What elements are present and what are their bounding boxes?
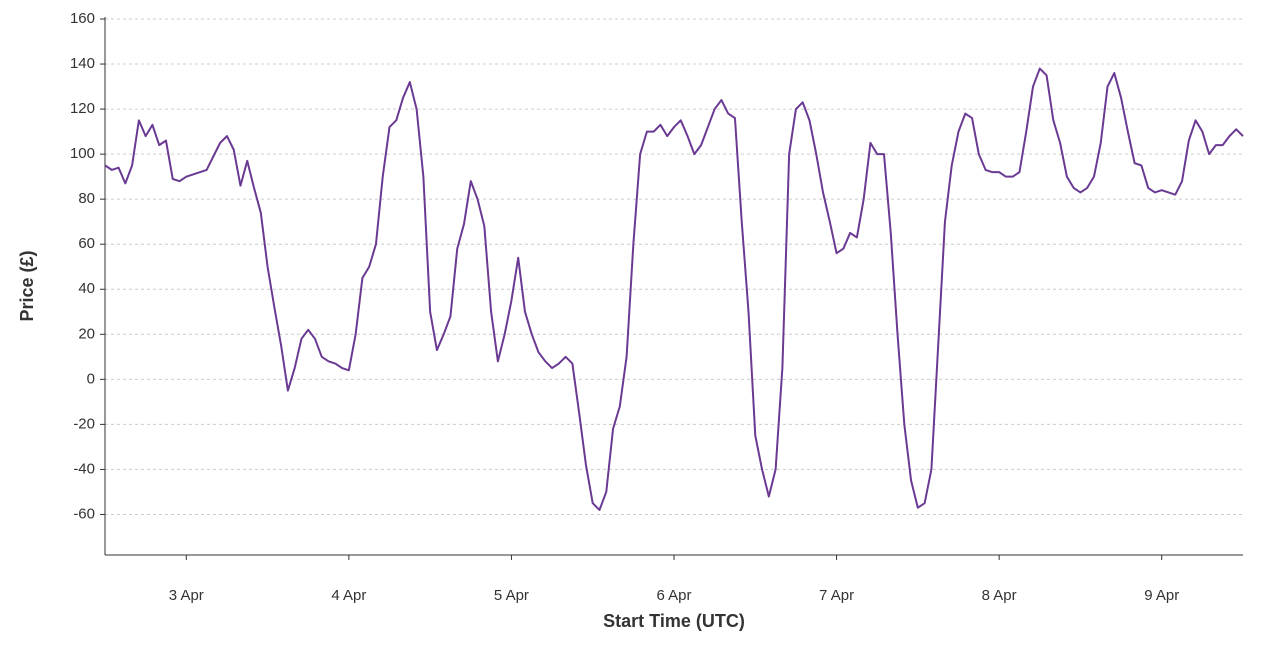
- x-tick-label: 3 Apr: [169, 587, 204, 604]
- x-tick-label: 7 Apr: [819, 587, 854, 604]
- x-tick-label: 6 Apr: [656, 587, 691, 604]
- y-tick-label: 40: [78, 280, 95, 297]
- y-tick-label: -60: [73, 505, 95, 522]
- y-tick-label: 160: [70, 10, 95, 27]
- x-axis-label: Start Time (UTC): [603, 611, 745, 631]
- y-tick-label: -40: [73, 460, 95, 477]
- x-tick-label: 8 Apr: [982, 587, 1017, 604]
- y-tick-label: -20: [73, 415, 95, 432]
- y-tick-label: 120: [70, 100, 95, 117]
- x-tick-label: 9 Apr: [1144, 587, 1179, 604]
- y-tick-label: 100: [70, 145, 95, 162]
- y-tick-label: 140: [70, 55, 95, 72]
- y-tick-label: 20: [78, 325, 95, 342]
- y-tick-label: 0: [87, 370, 95, 387]
- x-tick-label: 4 Apr: [331, 587, 366, 604]
- line-series: [104, 67, 1244, 511]
- y-tick-label: 80: [78, 190, 95, 207]
- x-tick-label: 5 Apr: [494, 587, 529, 604]
- y-axis-label: Price (£): [17, 250, 37, 321]
- y-tick-label: 60: [78, 235, 95, 252]
